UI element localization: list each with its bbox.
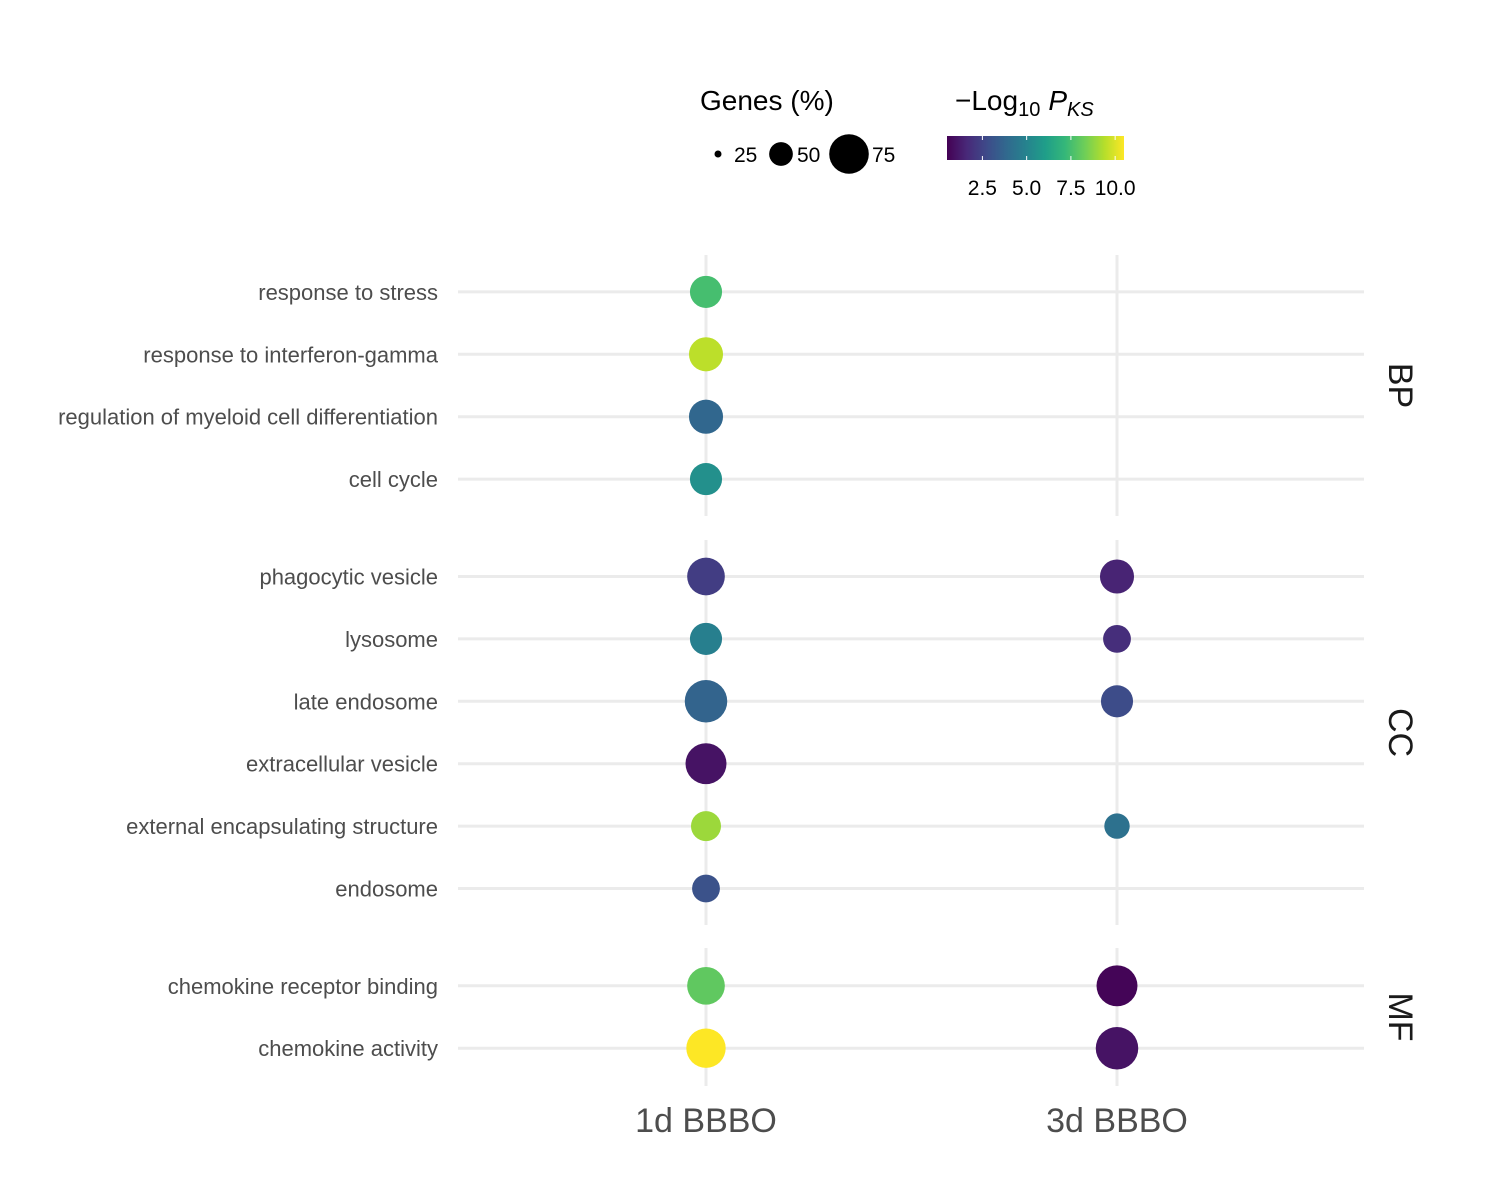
size-legend-key-50 [769,142,793,166]
color-legend-title-prefix: −Log [955,85,1018,116]
point-endosome-1d-bbbo [692,874,720,903]
color-legend-title-subscript: 10 [1018,99,1040,121]
grid-lines [458,255,1364,1086]
point-lysosome-1d-bbbo [689,622,723,655]
panel-strip-mf: MF [1381,992,1419,1041]
panel-strip-cc: CC [1381,708,1419,757]
point-phagocytic-vesicle-1d-bbbo [687,557,725,596]
size-legend-label-50: 50 [797,144,820,167]
panel-strips: BP CC MF [1381,363,1419,1042]
point-external-encapsulating-structure-1d-bbbo [690,811,722,842]
color-legend-title: −Log10 PKS [955,85,1094,121]
data-points [684,275,1139,1070]
size-legend-key-75 [829,134,869,174]
size-legend-label-75: 75 [872,144,895,167]
row-label-chemokine-activity: chemokine activity [258,1036,438,1061]
point-lysosome-3d-bbbo [1103,624,1131,653]
point-chemokine-activity-1d-bbbo [686,1028,726,1068]
point-phagocytic-vesicle-3d-bbbo [1099,559,1135,594]
row-label-regulation-of-myeloid-cell-differentiation: regulation of myeloid cell differentiati… [58,405,438,430]
point-external-encapsulating-structure-3d-bbbo [1104,813,1130,839]
color-legend-title-symbol-subscript: KS [1067,99,1094,121]
size-legend-label-25: 25 [734,144,757,167]
row-label-chemokine-receptor-binding: chemokine receptor binding [168,974,438,999]
row-label-external-encapsulating-structure: external encapsulating structure [126,814,438,839]
size-legend: 25 50 75 [714,134,895,174]
row-label-late-endosome: late endosome [294,689,438,714]
colorbar-label-2-5: 2.5 [968,177,997,200]
point-late-endosome-3d-bbbo [1100,685,1134,718]
size-legend-key-25 [714,150,722,158]
colorbar-label-5: 5.0 [1012,177,1041,200]
row-label-endosome: endosome [335,877,438,902]
point-chemokine-receptor-binding-1d-bbbo [687,966,725,1005]
point-late-endosome-1d-bbbo [684,680,728,723]
point-response-to-stress-1d-bbbo [689,275,723,308]
row-label-response-to-stress: response to stress [258,280,438,305]
colorbar-label-7-5: 7.5 [1056,177,1085,200]
panel-strip-bp: BP [1381,363,1419,408]
color-legend-ticks: 2.5 5.0 7.5 10.0 [968,136,1136,200]
x-axis-labels: 1d BBBO 3d BBBO [635,1102,1188,1140]
colorbar [947,136,1124,160]
colorbar-label-10: 10.0 [1095,177,1136,200]
row-label-phagocytic-vesicle: phagocytic vesicle [259,565,438,590]
row-label-lysosome: lysosome [345,627,438,652]
point-response-to-interferon-gamma-1d-bbbo [688,337,724,372]
x-label-3d-bbbo: 3d BBBO [1046,1102,1188,1140]
x-label-1d-bbbo: 1d BBBO [635,1102,777,1140]
row-label-extracellular-vesicle: extracellular vesicle [246,752,438,777]
point-chemokine-activity-3d-bbbo [1095,1026,1139,1070]
color-legend-title-symbol: P [1048,85,1067,116]
size-legend-title: Genes (%) [700,85,834,116]
point-chemokine-receptor-binding-3d-bbbo [1096,965,1138,1007]
row-labels: response to stress response to interferon… [58,280,439,1061]
row-label-response-to-interferon-gamma: response to interferon-gamma [143,342,438,367]
point-regulation-of-myeloid-cell-differentiation-1d-bbbo [688,399,724,434]
legends: Genes (%) 25 50 75 −Log10 PKS 2.5 5.0 7.5 10.0 [700,85,1136,200]
row-label-cell-cycle: cell cycle [349,467,438,492]
point-extracellular-vesicle-1d-bbbo [685,743,727,785]
point-cell-cycle-1d-bbbo [689,463,723,496]
